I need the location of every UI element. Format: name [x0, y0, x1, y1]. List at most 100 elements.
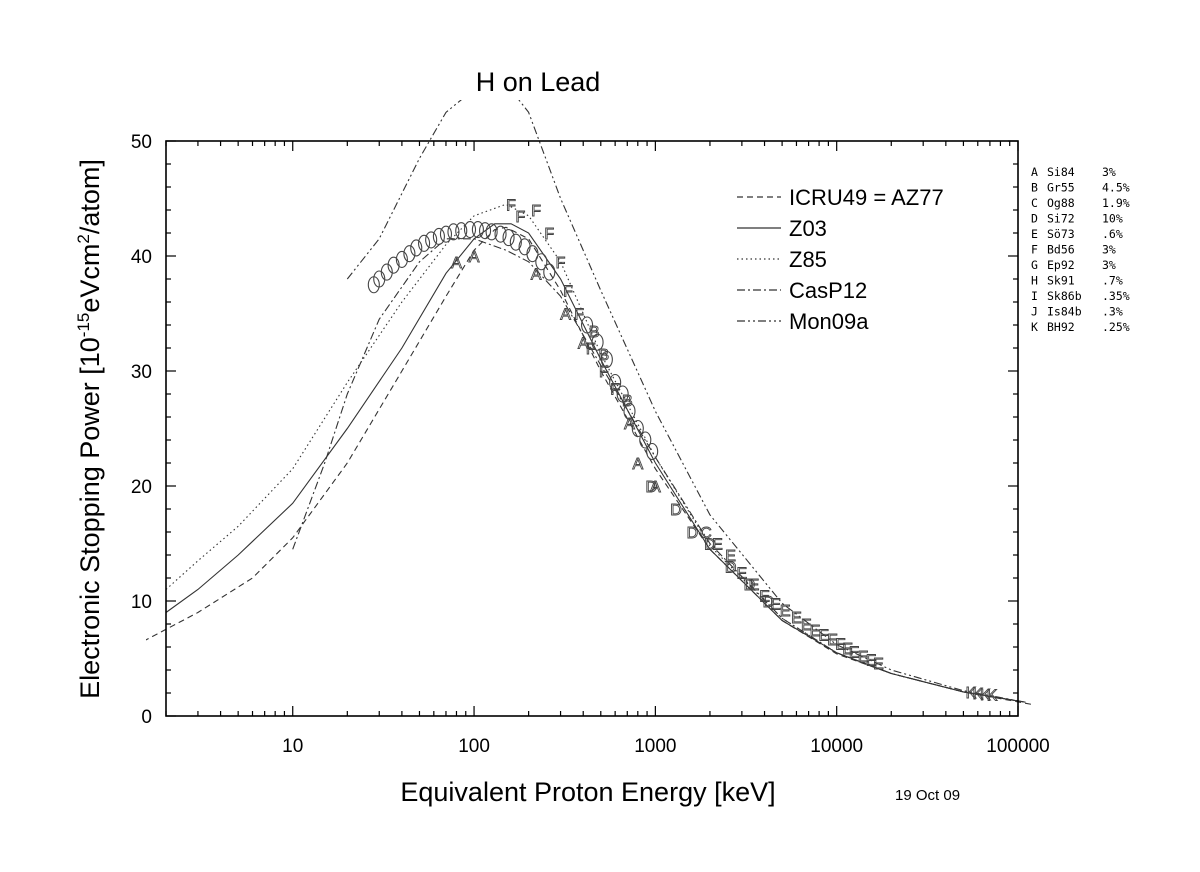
- data-point-marker: E: [801, 617, 812, 634]
- data-point-marker: A: [632, 456, 643, 473]
- reference-uncertainty: 10%: [1102, 212, 1123, 226]
- y-axis-label-part: Electronic Stopping Power [10: [75, 337, 105, 699]
- data-point-circle: [439, 225, 453, 243]
- reference-letter: D: [1031, 212, 1038, 226]
- x-tick-label: 100: [458, 736, 490, 757]
- reference-letter: E: [1031, 227, 1038, 241]
- data-point-circle: [535, 253, 548, 271]
- data-point-marker: D: [763, 594, 775, 611]
- data-point-circle: [403, 245, 416, 263]
- data-point-circle: [581, 316, 594, 334]
- data-point-marker: K: [972, 686, 983, 703]
- y-tick-label: 20: [131, 477, 152, 498]
- y-tick-label: 0: [141, 707, 152, 728]
- data-point-marker: C: [700, 525, 712, 542]
- x-tick-label: 10: [282, 736, 303, 757]
- reference-letter: H: [1031, 274, 1038, 288]
- data-point-marker: F: [599, 364, 609, 381]
- reference-code: Si84: [1047, 165, 1075, 179]
- data-point-marker: F: [586, 341, 596, 358]
- data-point-marker: F: [531, 203, 541, 220]
- reference-letter: I: [1031, 289, 1038, 303]
- legend: ICRU49 = AZ77 Z03 Z85 CasP12 Mon09a: [737, 185, 944, 334]
- reference-code: Gr55: [1047, 181, 1075, 195]
- reference-code: Is84b: [1047, 305, 1082, 319]
- y-tick-label: 40: [131, 247, 152, 268]
- series-line: [165, 223, 1026, 703]
- reference-code: Sk86b: [1047, 289, 1082, 303]
- reference-letter: G: [1031, 258, 1038, 272]
- data-point-marker: E: [866, 653, 877, 670]
- data-point-circle: [425, 231, 438, 249]
- data-point-marker: D: [744, 577, 756, 594]
- data-point-circle: [600, 350, 613, 369]
- data-point-marker: F: [506, 197, 516, 214]
- data-point-circle: [591, 333, 604, 351]
- reference-code: Bd56: [1047, 243, 1075, 257]
- x-tick-label: 1000: [634, 736, 676, 757]
- y-tick-label: 10: [131, 592, 152, 613]
- data-point-marker: E: [749, 577, 760, 594]
- y-tick-label: 30: [131, 362, 152, 383]
- x-tick-label: 10000: [810, 736, 863, 757]
- data-point-marker: E: [827, 632, 838, 649]
- data-point-marker: E: [849, 645, 860, 662]
- reference-letter: J: [1031, 305, 1038, 319]
- data-point-marker: B: [589, 324, 600, 341]
- data-point-marker: F: [574, 307, 584, 324]
- series-line: [146, 226, 1033, 706]
- data-point-marker: K: [980, 687, 991, 704]
- data-point-marker: F: [515, 209, 525, 226]
- reference-uncertainty: .25%: [1102, 320, 1130, 334]
- data-point-circle: [485, 223, 498, 241]
- data-point-marker: E: [780, 603, 791, 620]
- legend-label: Z85: [789, 247, 827, 272]
- data-point-marker: F: [544, 226, 554, 243]
- y-axis-label: Electronic Stopping Power [10-15eVcm2/at…: [74, 159, 105, 699]
- data-point-marker: E: [858, 649, 869, 666]
- y-axis-label-sup: -15: [74, 313, 93, 338]
- reference-uncertainty: 4.5%: [1102, 181, 1130, 195]
- reference-letter: F: [1031, 243, 1038, 257]
- data-point-circle: [494, 225, 507, 243]
- data-point-circle: [631, 419, 644, 438]
- data-point-marker: E: [873, 656, 884, 673]
- reference-code: Og88: [1047, 196, 1075, 210]
- x-tick-label: 100000: [986, 736, 1049, 757]
- data-point-marker: E: [791, 610, 802, 627]
- legend-label: Mon09a: [789, 309, 869, 334]
- data-point-marker: D: [725, 560, 737, 577]
- data-point-circle: [639, 431, 652, 449]
- data-point-marker: E: [842, 641, 853, 658]
- data-point-marker: E: [759, 588, 770, 605]
- data-point-marker: E: [810, 623, 821, 640]
- data-point-circle: [479, 222, 492, 240]
- data-point-circle: [395, 250, 408, 269]
- data-point-circle: [418, 234, 431, 252]
- reference-list: A Si84 3% B Gr55 4.5% C Og88 1.9% D Si72 10% E Sö73 .6…: [1031, 165, 1130, 334]
- legend-label: ICRU49 = AZ77: [789, 185, 944, 210]
- data-point-circle: [526, 245, 539, 263]
- reference-uncertainty: 3%: [1102, 258, 1116, 272]
- series-layer: [146, 100, 1033, 706]
- data-point-marker: E: [737, 565, 748, 582]
- data-point-circle: [447, 223, 460, 241]
- data-point-marker: D: [670, 502, 682, 519]
- data-point-circle: [509, 233, 522, 251]
- data-point-marker: A: [578, 335, 589, 352]
- data-point-marker: D: [687, 525, 699, 542]
- reference-letter: K: [1031, 320, 1038, 334]
- data-point-marker: D: [704, 537, 716, 554]
- data-point-circle: [646, 442, 659, 461]
- data-point-circle: [623, 402, 636, 420]
- data-point-marker: E: [725, 548, 736, 565]
- data-point-marker: A: [560, 307, 571, 324]
- data-point-circle: [616, 385, 629, 403]
- reference-letter: B: [1031, 181, 1038, 195]
- data-point-circle: [455, 222, 468, 240]
- reference-uncertainty: 1.9%: [1102, 196, 1130, 210]
- y-tick-label: 50: [131, 132, 152, 153]
- data-point-marker: E: [835, 637, 846, 654]
